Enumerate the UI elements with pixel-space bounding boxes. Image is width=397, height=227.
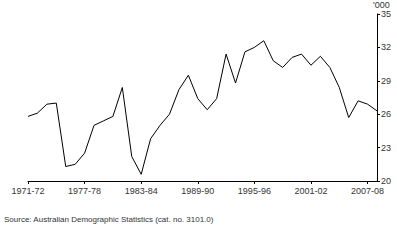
svg-text:1977-78: 1977-78 xyxy=(68,186,101,196)
svg-text:1995-96: 1995-96 xyxy=(238,186,271,196)
svg-text:1971-72: 1971-72 xyxy=(11,186,44,196)
svg-text:1989-90: 1989-90 xyxy=(181,186,214,196)
svg-text:2007-08: 2007-08 xyxy=(351,186,384,196)
svg-text:1983-84: 1983-84 xyxy=(125,186,158,196)
svg-text:23: 23 xyxy=(381,143,391,153)
svg-text:29: 29 xyxy=(381,76,391,86)
svg-text:20: 20 xyxy=(381,176,391,186)
svg-text:Source: Australian Demographic: Source: Australian Demographic Statistic… xyxy=(4,215,214,224)
svg-text:26: 26 xyxy=(381,109,391,119)
svg-text:'000: '000 xyxy=(373,0,390,11)
svg-text:32: 32 xyxy=(381,42,391,52)
svg-text:2001-02: 2001-02 xyxy=(294,186,327,196)
svg-text:35: 35 xyxy=(381,9,391,19)
